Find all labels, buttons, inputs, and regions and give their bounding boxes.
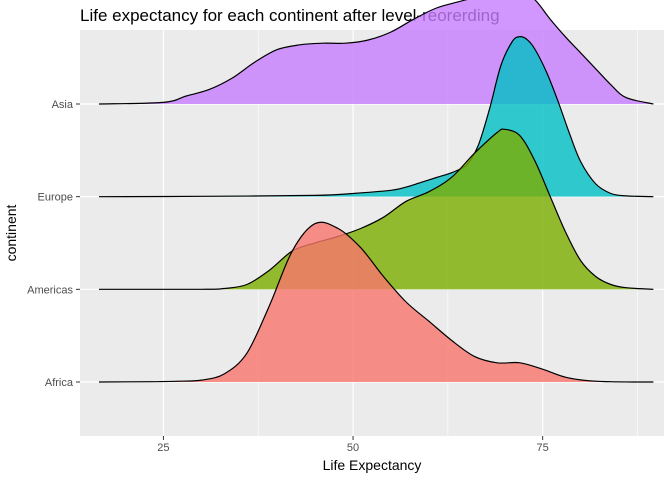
- x-axis-title: Life Expectancy: [323, 457, 422, 473]
- ridge-fill-americas: [99, 129, 654, 290]
- chart-title: Life expectancy for each continent after…: [80, 6, 500, 25]
- y-tick-label-africa: Africa: [45, 377, 74, 389]
- density-ridges: [98, 0, 654, 383]
- ridge-line-africa: [98, 221, 654, 383]
- y-tick-label-americas: Americas: [27, 284, 73, 296]
- x-tick-label: 25: [157, 442, 169, 454]
- ridge-fill-africa: [99, 222, 654, 382]
- y-tick-label-europe: Europe: [38, 192, 73, 204]
- y-axis-title: continent: [3, 204, 19, 261]
- x-tick-label: 50: [347, 442, 359, 454]
- ridge-line-europe: [98, 36, 654, 198]
- ridge-line-americas: [99, 128, 654, 290]
- x-tick-label: 75: [537, 442, 549, 454]
- ridge-line-asia: [98, 0, 654, 105]
- y-tick-label-asia: Asia: [52, 99, 74, 111]
- axes: 25 50 75 Africa Americas Europe Asia: [27, 99, 549, 454]
